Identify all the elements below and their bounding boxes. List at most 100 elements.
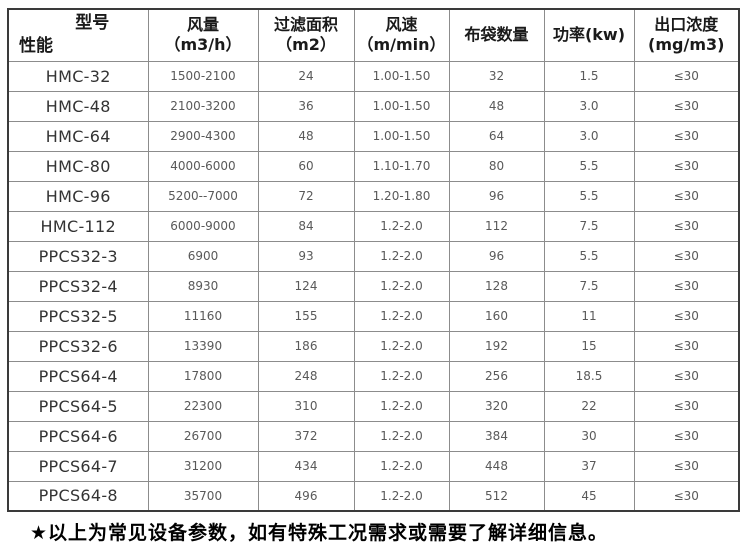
cell-value: 7.5 [543,210,635,242]
cell-value: ≤30 [633,270,740,302]
cell-value: 31200 [147,450,259,482]
cell-value: 1.00-1.50 [353,90,450,122]
cell-value: 48 [448,90,545,122]
cell-value: ≤30 [633,420,740,452]
cell-value: 37 [543,450,635,482]
table-row: PPCS64-4 17800 248 1.2-2.0 256 18.5 ≤30 [7,360,740,392]
cell-value: 5.5 [543,180,635,212]
cell-value: 26700 [147,420,259,452]
cell-model: PPCS32-4 [7,270,149,302]
cell-value: 1.2-2.0 [353,390,450,422]
corner-bottom-label: 性能 [19,36,53,57]
column-header-bag-count: 布袋数量 [448,8,545,62]
cell-value: 1.2-2.0 [353,300,450,332]
cell-value: 3.0 [543,120,635,152]
cell-model: HMC-112 [7,210,149,242]
footnote: ★以上为常见设备参数，如有特殊工况需求或需要了解详细信息。 [30,522,609,544]
table-row: PPCS32-3 6900 93 1.2-2.0 96 5.5 ≤30 [7,240,740,272]
cell-value: 2900-4300 [147,120,259,152]
cell-model: PPCS64-7 [7,450,149,482]
cell-value: 93 [257,240,355,272]
cell-value: 160 [448,300,545,332]
cell-value: 384 [448,420,545,452]
table-row: PPCS64-7 31200 434 1.2-2.0 448 37 ≤30 [7,450,740,482]
cell-value: 186 [257,330,355,362]
cell-value: 84 [257,210,355,242]
cell-value: ≤30 [633,240,740,272]
cell-value: 96 [448,180,545,212]
cell-value: 60 [257,150,355,182]
cell-value: 1.2-2.0 [353,480,450,512]
cell-value: 496 [257,480,355,512]
cell-value: ≤30 [633,450,740,482]
cell-model: HMC-32 [7,60,149,92]
cell-value: 32 [448,60,545,92]
table-row: PPCS32-6 13390 186 1.2-2.0 192 15 ≤30 [7,330,740,362]
cell-model: PPCS32-6 [7,330,149,362]
corner-header-cell: 型号 性能 [7,8,149,62]
cell-value: 5.5 [543,150,635,182]
cell-model: PPCS64-5 [7,390,149,422]
table-row: HMC-32 1500-2100 24 1.00-1.50 32 1.5 ≤30 [7,60,740,92]
table-row: PPCS64-5 22300 310 1.2-2.0 320 22 ≤30 [7,390,740,422]
cell-model: PPCS32-3 [7,240,149,272]
cell-model: PPCS64-8 [7,480,149,512]
cell-model: HMC-48 [7,90,149,122]
cell-value: 48 [257,120,355,152]
cell-value: 45 [543,480,635,512]
table-row: PPCS32-4 8930 124 1.2-2.0 128 7.5 ≤30 [7,270,740,302]
cell-value: 1.00-1.50 [353,60,450,92]
cell-value: 1.2-2.0 [353,450,450,482]
cell-value: 36 [257,90,355,122]
spec-table: 型号 性能 风量 （m3/h） 过滤面积 （m2） 风速 （m/min） 布袋数… [7,8,740,512]
cell-value: 8930 [147,270,259,302]
cell-value: ≤30 [633,150,740,182]
cell-value: ≤30 [633,480,740,512]
cell-value: 1.00-1.50 [353,120,450,152]
table-row: HMC-112 6000-9000 84 1.2-2.0 112 7.5 ≤30 [7,210,740,242]
cell-value: 1.5 [543,60,635,92]
cell-value: 80 [448,150,545,182]
table-row: PPCS64-8 35700 496 1.2-2.0 512 45 ≤30 [7,480,740,512]
cell-model: HMC-96 [7,180,149,212]
header-row: 型号 性能 风量 （m3/h） 过滤面积 （m2） 风速 （m/min） 布袋数… [7,8,740,62]
cell-value: 1.2-2.0 [353,330,450,362]
cell-model: HMC-64 [7,120,149,152]
cell-value: 6900 [147,240,259,272]
cell-value: 248 [257,360,355,392]
table-row: HMC-80 4000-6000 60 1.10-1.70 80 5.5 ≤30 [7,150,740,182]
table-row: PPCS32-5 11160 155 1.2-2.0 160 11 ≤30 [7,300,740,332]
cell-value: ≤30 [633,90,740,122]
cell-value: 13390 [147,330,259,362]
column-header-airflow: 风量 （m3/h） [147,8,259,62]
cell-value: 6000-9000 [147,210,259,242]
corner-top-label: 型号 [75,13,110,33]
cell-value: 128 [448,270,545,302]
cell-value: 372 [257,420,355,452]
table-row: HMC-96 5200--7000 72 1.20-1.80 96 5.5 ≤30 [7,180,740,212]
cell-value: 22 [543,390,635,422]
cell-value: 256 [448,360,545,392]
cell-value: 96 [448,240,545,272]
cell-value: 1.2-2.0 [353,420,450,452]
cell-value: 30 [543,420,635,452]
cell-value: 192 [448,330,545,362]
cell-value: 3.0 [543,90,635,122]
cell-value: 24 [257,60,355,92]
cell-model: HMC-80 [7,150,149,182]
cell-value: ≤30 [633,210,740,242]
cell-value: 64 [448,120,545,152]
cell-value: 72 [257,180,355,212]
cell-value: 17800 [147,360,259,392]
column-header-filter-area: 过滤面积 （m2） [257,8,355,62]
cell-value: 1.10-1.70 [353,150,450,182]
cell-value: 434 [257,450,355,482]
cell-value: ≤30 [633,390,740,422]
cell-value: 320 [448,390,545,422]
column-header-wind-speed: 风速 （m/min） [353,8,450,62]
column-header-power: 功率(kw) [543,8,635,62]
cell-model: PPCS64-4 [7,360,149,392]
cell-value: ≤30 [633,60,740,92]
cell-value: 2100-3200 [147,90,259,122]
